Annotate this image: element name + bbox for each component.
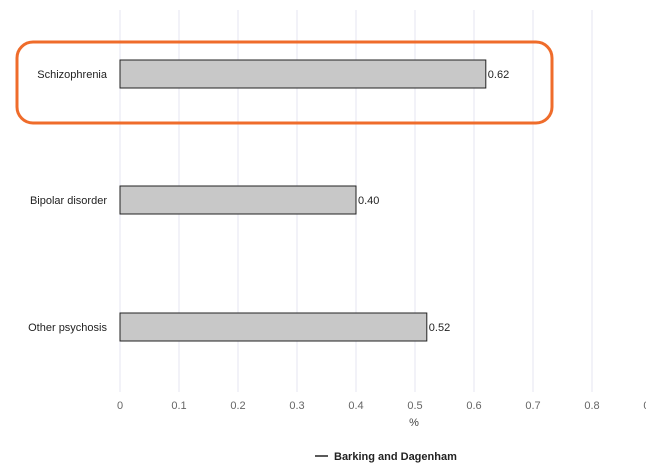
x-tick-label: 0.1	[171, 400, 186, 412]
value-label: 0.52	[429, 322, 450, 334]
x-tick-label: 0.6	[466, 400, 481, 412]
bar-other-psychosis[interactable]	[119, 312, 428, 342]
x-tick-label: 0.2	[230, 400, 245, 412]
value-label: 0.40	[358, 195, 379, 207]
labels: 0 0.1 0.2 0.3 0.4 0.5 0.6 0.7 0.8 0.9 0.62 Schizoph…	[28, 69, 646, 412]
legend[interactable]: Barking and Dagenham	[315, 451, 457, 463]
bars	[119, 59, 487, 342]
category-label: Bipolar disorder	[30, 195, 107, 207]
x-tick-label: 0.4	[348, 400, 363, 412]
x-tick-label: 0.8	[584, 400, 599, 412]
highlight-layer	[15, 40, 554, 125]
x-tick-label: 0.3	[289, 400, 304, 412]
category-label: Other psychosis	[28, 322, 107, 334]
category-label: Schizophrenia	[37, 69, 108, 81]
x-tick-label: 0.7	[525, 400, 540, 412]
bar-schizophrenia[interactable]	[119, 59, 487, 89]
x-tick-label: 0.5	[407, 400, 422, 412]
highlight-box	[15, 40, 554, 125]
x-axis-title: %	[409, 417, 419, 429]
legend-label: Barking and Dagenham	[334, 451, 457, 463]
bar-bipolar-disorder[interactable]	[119, 185, 357, 215]
value-label: 0.62	[488, 69, 509, 81]
x-tick-label: 0.9	[643, 400, 646, 412]
x-tick-label: 0	[117, 400, 123, 412]
